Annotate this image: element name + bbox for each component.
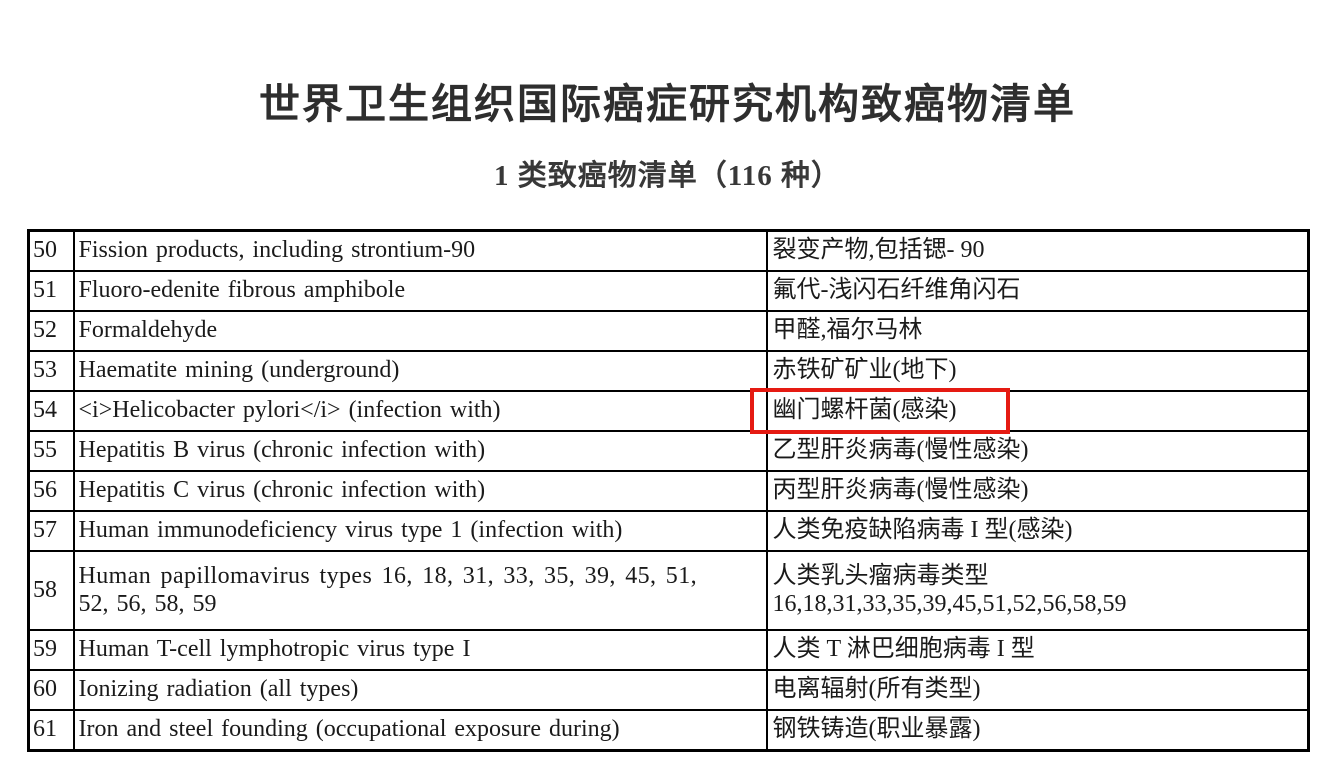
row-number-cell: 56 xyxy=(27,470,75,512)
row-number-cell: 57 xyxy=(27,510,75,552)
chinese-name-cell: 赤铁矿矿业(地下) xyxy=(765,350,1310,392)
chinese-name-cell: 氟代-浅闪石纤维角闪石 xyxy=(765,270,1310,312)
row-number-cell: 60 xyxy=(27,669,75,711)
chinese-name-cell: 丙型肝炎病毒(慢性感染) xyxy=(765,470,1310,512)
row-number-cell: 59 xyxy=(27,629,75,671)
row-number-cell: 61 xyxy=(27,709,75,752)
table-row: 58 Human papillomavirus types 16, 18, 31… xyxy=(27,550,1310,631)
chinese-name-cell: 乙型肝炎病毒(慢性感染) xyxy=(765,430,1310,472)
table-row: 60 Ionizing radiation (all types) 电离辐射(所… xyxy=(27,669,1310,711)
chinese-name-cell: 钢铁铸造(职业暴露) xyxy=(765,709,1310,752)
english-name-cell: Human T-cell lymphotropic virus type I xyxy=(72,629,768,671)
chinese-name-cell: 甲醛,福尔马林 xyxy=(765,310,1310,352)
chinese-name-cell: 幽门螺杆菌(感染) xyxy=(749,388,1310,434)
english-name-cell: Hepatitis B virus (chronic infection wit… xyxy=(72,430,768,472)
row-number-cell: 58 xyxy=(27,550,75,631)
table-row: 61 Iron and steel founding (occupational… xyxy=(27,709,1310,752)
english-name-cell: Iron and steel founding (occupational ex… xyxy=(72,709,768,752)
row-number-cell: 54 xyxy=(27,390,75,432)
row-number-cell: 53 xyxy=(27,350,75,392)
page-subtitle: 1 类致癌物清单（116 种） xyxy=(494,160,841,192)
english-name-line1: Human papillomavirus types 16, 18, 31, 3… xyxy=(78,562,697,589)
chinese-name-cell: 裂变产物,包括锶- 90 xyxy=(765,229,1310,272)
table-row: 59 Human T-cell lymphotropic virus type … xyxy=(27,629,1310,671)
row-number-cell: 51 xyxy=(27,270,75,312)
chinese-name-cell: 人类免疫缺陷病毒 I 型(感染) xyxy=(765,510,1310,552)
english-name-cell: Formaldehyde xyxy=(72,310,768,352)
chinese-name-line1: 人类乳头瘤病毒类型 xyxy=(772,562,989,589)
english-name-line2: 52, 56, 58, 59 xyxy=(78,590,217,617)
row-number-cell: 52 xyxy=(27,310,75,352)
english-name-cell: Hepatitis C virus (chronic infection wit… xyxy=(72,470,768,512)
english-name-cell: Ionizing radiation (all types) xyxy=(72,669,768,711)
highlighted-cell-text: 幽门螺杆菌(感染) xyxy=(772,397,957,424)
row-number-cell: 50 xyxy=(27,229,75,272)
english-name-cell: <i>Helicobacter pylori</i> (infection wi… xyxy=(72,390,768,432)
english-name-cell: Fluoro-edenite fibrous amphibole xyxy=(72,270,768,312)
page-title: 世界卫生组织国际癌症研究机构致癌物清单 xyxy=(259,81,1076,127)
table-row: 55 Hepatitis B virus (chronic infection … xyxy=(27,430,1310,472)
english-name-cell: Human papillomavirus types 16, 18, 31, 3… xyxy=(72,550,768,631)
table-row: 51 Fluoro-edenite fibrous amphibole 氟代-浅… xyxy=(27,270,1310,312)
table-row: 53 Haematite mining (underground) 赤铁矿矿业(… xyxy=(27,350,1310,392)
chinese-name-cell: 电离辐射(所有类型) xyxy=(765,669,1310,711)
table-row: 50 Fission products, including strontium… xyxy=(27,229,1310,272)
english-name-cell: Human immunodeficiency virus type 1 (inf… xyxy=(72,510,768,552)
table-row-highlighted: 54 <i>Helicobacter pylori</i> (infection… xyxy=(27,388,1310,434)
row-number-cell: 55 xyxy=(27,430,75,472)
chinese-name-line2: 16,18,31,33,35,39,45,51,52,56,58,59 xyxy=(772,590,1127,617)
english-name-cell: Fission products, including strontium-90 xyxy=(72,229,768,272)
carcinogen-table: 50 Fission products, including strontium… xyxy=(27,229,1310,752)
chinese-name-cell: 人类乳头瘤病毒类型 16,18,31,33,35,39,45,51,52,56,… xyxy=(765,550,1310,631)
table-row: 52 Formaldehyde 甲醛,福尔马林 xyxy=(27,310,1310,352)
chinese-name-cell: 人类 T 淋巴细胞病毒 I 型 xyxy=(765,629,1310,671)
table-row: 56 Hepatitis C virus (chronic infection … xyxy=(27,470,1310,512)
english-name-cell: Haematite mining (underground) xyxy=(72,350,768,392)
table-row: 57 Human immunodeficiency virus type 1 (… xyxy=(27,510,1310,552)
